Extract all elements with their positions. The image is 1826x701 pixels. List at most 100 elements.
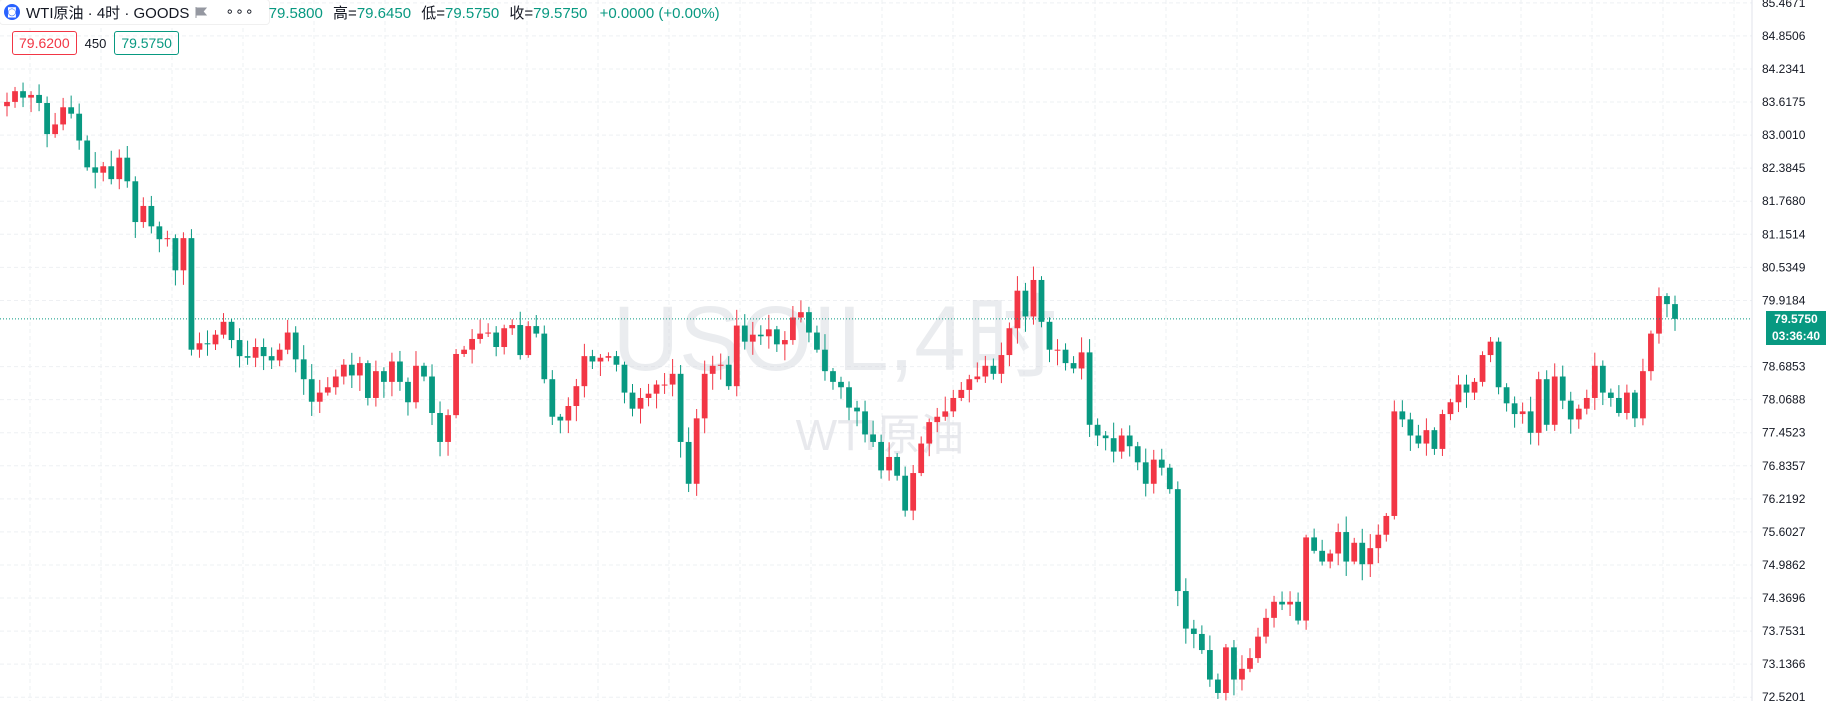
candle-body <box>52 124 59 135</box>
symbol-logo-icon: ◙ <box>4 4 20 20</box>
sell-price-button[interactable]: 79.6200 <box>12 31 77 55</box>
candle <box>653 380 660 409</box>
candle <box>1271 595 1277 628</box>
symbol-title-box[interactable]: ◙ WTI原油 · 4时 · GOODS ∘∘∘ <box>0 0 269 24</box>
candle-body <box>1519 411 1526 415</box>
candle <box>1287 591 1293 617</box>
candle-body <box>1575 408 1582 420</box>
candle-body <box>1439 414 1446 449</box>
candle <box>1640 358 1646 426</box>
candle <box>725 356 732 390</box>
candle <box>709 355 716 390</box>
candle-body <box>381 371 387 382</box>
candle <box>276 343 283 367</box>
candle <box>220 313 227 339</box>
candle-body <box>589 356 596 362</box>
price-axis[interactable]: 85.4671 84.8506 84.2341 83.6175 83.0010 82.38… <box>1762 0 1806 701</box>
candle <box>1311 528 1318 554</box>
candle-body <box>220 321 227 335</box>
candle-body <box>1014 290 1021 329</box>
candle-body <box>429 376 435 413</box>
candle <box>244 340 251 365</box>
candle <box>1182 578 1189 644</box>
candle-body <box>693 418 700 484</box>
candle-body <box>573 386 580 407</box>
candle <box>1511 396 1518 428</box>
candle-body <box>485 332 492 334</box>
candle <box>926 418 933 457</box>
flag-icon[interactable] <box>195 6 208 18</box>
candle <box>437 401 443 457</box>
candle <box>565 397 572 434</box>
candle <box>1399 400 1406 428</box>
candle-body <box>340 364 347 377</box>
candle <box>525 321 532 358</box>
candle-body <box>188 238 195 350</box>
symbol-title[interactable]: WTI原油 · 4时 · GOODS <box>26 4 190 22</box>
candle <box>1391 400 1398 520</box>
y-tick-label: 78.6853 <box>1762 360 1806 374</box>
candle-body <box>1599 365 1606 393</box>
candle <box>429 364 435 426</box>
candle <box>886 442 893 481</box>
candle <box>773 325 780 352</box>
candle <box>862 400 868 443</box>
candle-body <box>1094 424 1101 436</box>
candle <box>1327 549 1334 569</box>
candle <box>236 328 243 368</box>
candle-body <box>1255 636 1261 659</box>
candle-body <box>918 443 925 474</box>
candle <box>469 329 476 364</box>
candle-body <box>1495 341 1502 388</box>
candle-body <box>1640 371 1646 419</box>
candle <box>1359 528 1366 581</box>
candle-body <box>910 473 917 511</box>
candle <box>1239 655 1245 691</box>
candle <box>340 359 347 385</box>
candle <box>1415 424 1422 449</box>
candle <box>1070 356 1077 374</box>
candle-body <box>1190 628 1197 634</box>
candle <box>493 326 500 357</box>
y-tick-label: 83.0010 <box>1762 128 1806 142</box>
candle-body <box>629 392 636 409</box>
candle-body <box>356 363 363 376</box>
candle <box>405 377 411 416</box>
candle <box>1615 385 1622 417</box>
candle <box>356 356 363 391</box>
candle-body <box>1198 633 1205 651</box>
candle-body <box>1166 467 1173 490</box>
candle-body <box>36 94 42 103</box>
candle <box>798 300 804 323</box>
candle <box>533 315 540 338</box>
y-tick-label: 76.2192 <box>1762 492 1806 506</box>
candle <box>188 229 195 356</box>
candle <box>1479 351 1486 387</box>
candle <box>172 234 179 286</box>
candle <box>1455 375 1462 413</box>
candle <box>894 453 901 481</box>
candle-body <box>621 364 628 393</box>
candle <box>806 306 812 343</box>
candle <box>1134 441 1141 471</box>
candle-body <box>781 340 788 345</box>
candle <box>413 351 419 409</box>
high-label: 高= <box>333 4 357 22</box>
candle <box>910 464 917 521</box>
candle <box>741 314 748 350</box>
candle-body <box>926 422 933 444</box>
candle <box>461 345 467 357</box>
candle-body <box>1383 515 1390 535</box>
candle-body <box>60 107 67 125</box>
candle <box>108 150 115 185</box>
candle-body <box>1070 363 1077 369</box>
candle <box>1118 428 1125 459</box>
more-dots-icon[interactable]: ∘∘∘ <box>225 4 255 20</box>
candle <box>364 360 371 406</box>
candle <box>677 365 684 458</box>
candle-body <box>1455 384 1462 403</box>
candle-body <box>685 441 692 484</box>
candle-body <box>798 312 804 318</box>
buy-price-button[interactable]: 79.5750 <box>114 31 179 55</box>
